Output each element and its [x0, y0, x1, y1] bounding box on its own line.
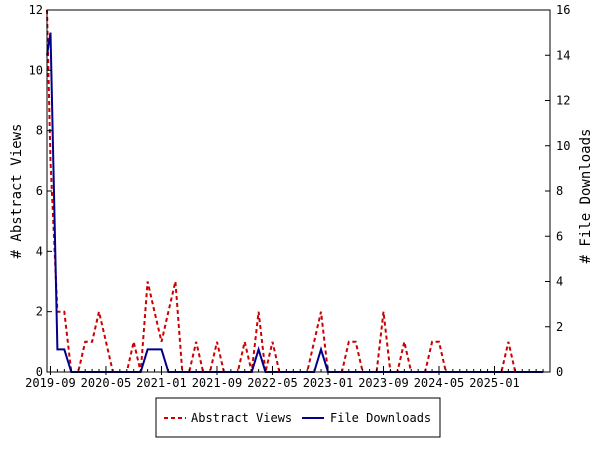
y-right-tick-label: 14 [556, 48, 570, 62]
axes: 0 2 4 6 8 10 12 0 2 4 6 8 10 12 14 16 2019-09 2020-05 2021… [25, 3, 570, 390]
y-left-tick-label: 2 [36, 305, 43, 319]
x-tick-label: 2023-01 [303, 376, 354, 390]
plot-frame [46, 9, 551, 373]
legend-abstract-views-label: Abstract Views [191, 411, 292, 425]
y-left-tick-label: 0 [36, 365, 43, 379]
y-axis-label-left: # Abstract Views [9, 124, 25, 259]
x-tick-label: 2023-09 [358, 376, 409, 390]
x-tick-label: 2019-09 [25, 376, 76, 390]
y-right-tick-label: 6 [556, 229, 563, 243]
x-tick-label: 2025-01 [469, 376, 520, 390]
y-right-tick-label: 10 [556, 139, 570, 153]
legend-file-downloads-label: File Downloads [330, 411, 431, 425]
x-tick-label: 2022-05 [247, 376, 298, 390]
x-tick-label: 2024-05 [414, 376, 465, 390]
y-left-tick-label: 4 [36, 244, 43, 258]
y-left-tick-label: 12 [29, 3, 43, 17]
y-right-tick-label: 12 [556, 94, 570, 108]
y-left-tick-label: 10 [29, 63, 43, 77]
y-right-tick-label: 0 [556, 365, 563, 379]
x-tick-label: 2021-01 [136, 376, 187, 390]
y-right-tick-label: 2 [556, 320, 563, 334]
y-left-tick-label: 6 [36, 184, 43, 198]
y-left-tick-label: 8 [36, 124, 43, 138]
y-axis-label-right: # File Downloads [578, 129, 594, 264]
y-right-tick-label: 16 [556, 3, 570, 17]
y-right-tick-label: 8 [556, 184, 563, 198]
legend: Abstract Views File Downloads [155, 397, 441, 438]
y-right-tick-label: 4 [556, 275, 563, 289]
x-tick-label: 2020-05 [81, 376, 132, 390]
x-tick-label: 2021-09 [192, 376, 243, 390]
legend-box [155, 397, 441, 438]
